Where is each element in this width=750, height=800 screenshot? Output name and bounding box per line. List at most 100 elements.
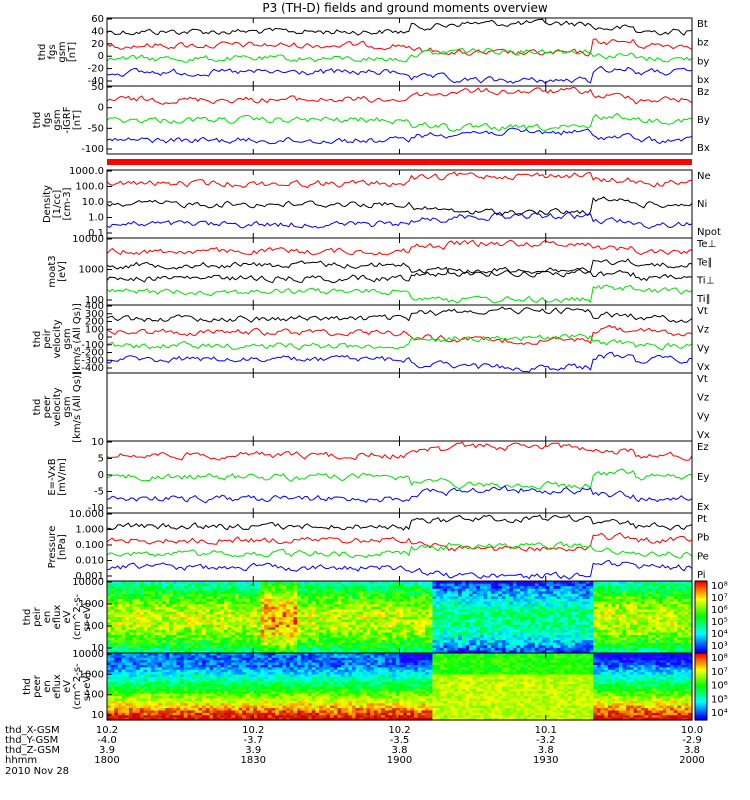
- y-tick-label: 1000.0: [69, 166, 104, 177]
- colorbar-label: 10⁶: [711, 681, 728, 692]
- x-tick-label: 10.2: [96, 725, 118, 736]
- y-tick-label: 0: [98, 103, 104, 114]
- colorbar-label: 10⁸: [711, 581, 728, 592]
- x-tick-label: 3.8: [684, 745, 700, 756]
- y-axis-label: thd: [32, 399, 43, 416]
- x-tick-label: 10.2: [242, 725, 264, 736]
- y-axis-label: eflux: [52, 674, 63, 699]
- y-tick-label: -200: [81, 348, 104, 359]
- legend-item: Vy: [697, 343, 710, 354]
- y-tick-label: 0.1: [88, 228, 104, 239]
- legend-item: Vt: [697, 306, 708, 317]
- series-Pe: [106, 541, 693, 559]
- legend-item: Pe: [697, 551, 709, 562]
- y-axis-label: [nT]: [67, 42, 78, 62]
- legend-item: bx: [697, 75, 709, 86]
- series-bz: [106, 38, 693, 57]
- series-Bz: [106, 86, 693, 105]
- legend-item: Ti∥: [696, 294, 711, 305]
- y-tick-label: -300: [81, 355, 104, 366]
- y-axis-label: [1/cc]: [52, 190, 63, 219]
- colorbar: [694, 652, 708, 721]
- x-row-label: 2010 Nov 28: [5, 766, 69, 777]
- series-Pt: [106, 514, 693, 531]
- series-Vz: [106, 324, 693, 345]
- series-Vx: [106, 351, 692, 373]
- series-Te⊥: [106, 239, 693, 256]
- x-row-label: hhmm: [5, 755, 37, 766]
- x-tick-label: 2000: [679, 755, 704, 766]
- y-tick-label: -400: [81, 363, 104, 374]
- x-tick-label: 10.0: [681, 725, 703, 736]
- panel-frame: [106, 372, 693, 442]
- legend-item: Ni: [697, 199, 707, 210]
- x-tick-label: 3.9: [245, 745, 261, 756]
- y-tick-label: -5: [94, 487, 104, 498]
- y-tick-label: -50: [88, 123, 104, 134]
- y-axis-label: peer: [42, 395, 53, 419]
- x-row-label: thd_Z-GSM: [5, 745, 60, 756]
- panel-fgs_ng: 50 0 -50 -100 thd fgs gsm -IGRF [nT] Bz By Bx: [32, 82, 710, 155]
- legend-item: Ez: [697, 442, 709, 453]
- y-tick-label: 0.001: [75, 571, 104, 582]
- y-tick-label: 10.000: [69, 509, 104, 520]
- x-row-label: thd_Y-GSM: [5, 735, 58, 746]
- y-tick-label: 0: [98, 332, 104, 343]
- x-tick-label: 10.1: [535, 725, 557, 736]
- colorbar-label: 10⁵: [711, 617, 728, 628]
- x-tick-label: -3.7: [243, 735, 263, 746]
- y-axis-label: eV: [62, 610, 73, 623]
- y-axis-label: peer: [32, 674, 43, 698]
- x-tick-label: 3.8: [392, 745, 408, 756]
- x-tick-label: 1900: [387, 755, 412, 766]
- y-tick-label: -100: [81, 340, 104, 351]
- series-Bt: [106, 18, 693, 36]
- x-tick-label: 1830: [241, 755, 266, 766]
- y-axis-label: gsm: [52, 109, 63, 130]
- legend-item: Ti⊥: [696, 276, 714, 287]
- legend-item: Bz: [697, 87, 709, 98]
- y-axis-label: en: [42, 611, 53, 624]
- legend-item: Bt: [697, 19, 708, 30]
- y-axis-label: thd: [37, 44, 48, 61]
- panel-density: 1000.0 100.0 10.0 1.0 0.1 Density [1/cc] [cm-3]…: [42, 166, 721, 239]
- series-Vt: [106, 306, 693, 323]
- y-axis-label: Pressure: [47, 526, 58, 569]
- series-Npot: [106, 211, 693, 230]
- legend-item: Ne: [697, 171, 711, 182]
- y-tick-label: 40: [91, 26, 104, 37]
- colorbar-label: 10⁵: [711, 694, 728, 705]
- y-axis-label: E=-VxB: [47, 458, 58, 495]
- y-tick-label: 10.0: [82, 197, 104, 208]
- y-tick-label: 100: [85, 295, 104, 306]
- colorbar-label: 10⁶: [711, 605, 728, 616]
- y-tick-label: 5: [98, 454, 104, 465]
- y-tick-label: -20: [88, 64, 104, 75]
- y-axis-label: moat3: [47, 255, 58, 287]
- panel-peer_spec: 10⁸ 10⁷ 10⁶ 10⁵ 10⁴ 10000 1000 100 10 thd peer en ef…: [22, 649, 728, 721]
- y-axis-label: thd: [22, 678, 33, 695]
- y-tick-label: 200: [85, 317, 104, 328]
- y-axis-label: sr-eV): [82, 672, 93, 701]
- y-tick-label: 10: [91, 643, 104, 654]
- y-axis-label: thd: [32, 112, 43, 129]
- x-tick-label: 10.2: [388, 725, 410, 736]
- y-tick-label: 0.010: [75, 556, 104, 567]
- series-Ne: [106, 171, 693, 189]
- legend-item: Vy: [697, 411, 710, 422]
- y-axis-label: peir: [32, 606, 43, 626]
- panel-temp: 10000 1000 100 moat3 [eV] Te⊥ Te∥ Ti⊥ Ti∥: [47, 234, 716, 306]
- y-axis-label: sr-eV): [82, 602, 93, 631]
- x-row-label: thd_X-GSM: [5, 725, 60, 736]
- y-axis-label: eV: [62, 680, 73, 693]
- y-axis-label: fgs: [47, 44, 58, 59]
- y-axis-label: [mV/m]: [57, 458, 68, 496]
- y-axis-label: [nPa]: [57, 534, 68, 560]
- y-tick-label: 1000: [79, 265, 104, 276]
- y-axis-label: -IGRF: [62, 106, 73, 133]
- series-by: [106, 47, 693, 63]
